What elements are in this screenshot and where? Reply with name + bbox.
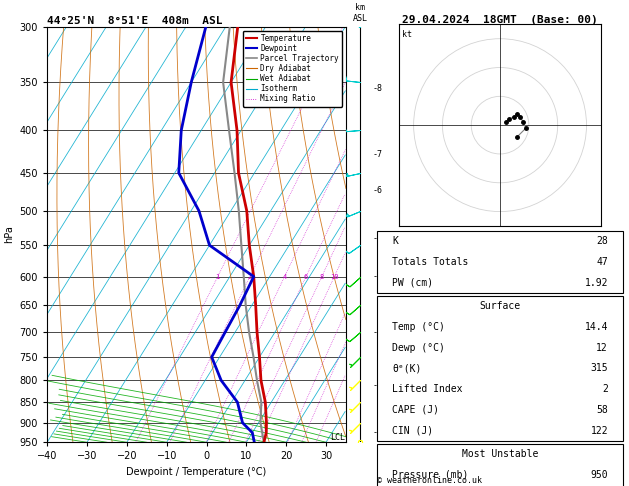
Text: -4: -4 bbox=[373, 272, 383, 281]
Text: © weatheronline.co.uk: © weatheronline.co.uk bbox=[377, 476, 482, 485]
Bar bbox=[377, 295, 623, 441]
Text: km
ASL: km ASL bbox=[353, 3, 367, 22]
Text: 2: 2 bbox=[602, 384, 608, 394]
Text: 8: 8 bbox=[320, 274, 324, 279]
Text: -2: -2 bbox=[373, 381, 383, 390]
Text: 1: 1 bbox=[216, 274, 220, 279]
Text: 315: 315 bbox=[591, 364, 608, 373]
Text: kt: kt bbox=[402, 30, 412, 39]
Text: CIN (J): CIN (J) bbox=[392, 426, 433, 436]
Text: Surface: Surface bbox=[479, 301, 521, 311]
Text: PW (cm): PW (cm) bbox=[392, 278, 433, 288]
Text: 58: 58 bbox=[596, 405, 608, 415]
Text: 12: 12 bbox=[596, 343, 608, 353]
Text: K: K bbox=[392, 236, 398, 246]
Text: -6: -6 bbox=[373, 186, 383, 194]
Text: -3: -3 bbox=[373, 328, 383, 337]
Bar bbox=[377, 444, 623, 486]
Text: Pressure (mb): Pressure (mb) bbox=[392, 470, 469, 480]
Text: -8: -8 bbox=[373, 84, 383, 93]
Text: θᵉ(K): θᵉ(K) bbox=[392, 364, 421, 373]
Text: 4: 4 bbox=[282, 274, 287, 279]
Text: 10: 10 bbox=[330, 274, 338, 279]
Text: 122: 122 bbox=[591, 426, 608, 436]
Text: 44°25'N  8°51'E  408m  ASL: 44°25'N 8°51'E 408m ASL bbox=[47, 16, 223, 26]
Text: LCL: LCL bbox=[330, 433, 345, 442]
Text: Most Unstable: Most Unstable bbox=[462, 449, 538, 459]
X-axis label: Dewpoint / Temperature (°C): Dewpoint / Temperature (°C) bbox=[126, 467, 267, 477]
Bar bbox=[377, 231, 623, 293]
Text: Totals Totals: Totals Totals bbox=[392, 257, 469, 267]
Text: 1.92: 1.92 bbox=[584, 278, 608, 288]
Text: Dewp (°C): Dewp (°C) bbox=[392, 343, 445, 353]
Text: Lifted Index: Lifted Index bbox=[392, 384, 462, 394]
Text: 47: 47 bbox=[596, 257, 608, 267]
Text: CAPE (J): CAPE (J) bbox=[392, 405, 439, 415]
Text: 29.04.2024  18GMT  (Base: 00): 29.04.2024 18GMT (Base: 00) bbox=[402, 15, 598, 25]
Text: -5: -5 bbox=[373, 234, 383, 243]
Text: 2: 2 bbox=[248, 274, 252, 279]
Text: 950: 950 bbox=[591, 470, 608, 480]
Y-axis label: hPa: hPa bbox=[4, 226, 14, 243]
Text: 28: 28 bbox=[596, 236, 608, 246]
Text: Temp (°C): Temp (°C) bbox=[392, 322, 445, 332]
Text: 14.4: 14.4 bbox=[584, 322, 608, 332]
Legend: Temperature, Dewpoint, Parcel Trajectory, Dry Adiabat, Wet Adiabat, Isotherm, Mi: Temperature, Dewpoint, Parcel Trajectory… bbox=[243, 31, 342, 106]
Text: -1: -1 bbox=[373, 428, 383, 437]
Text: 6: 6 bbox=[304, 274, 308, 279]
Text: -7: -7 bbox=[373, 150, 383, 159]
